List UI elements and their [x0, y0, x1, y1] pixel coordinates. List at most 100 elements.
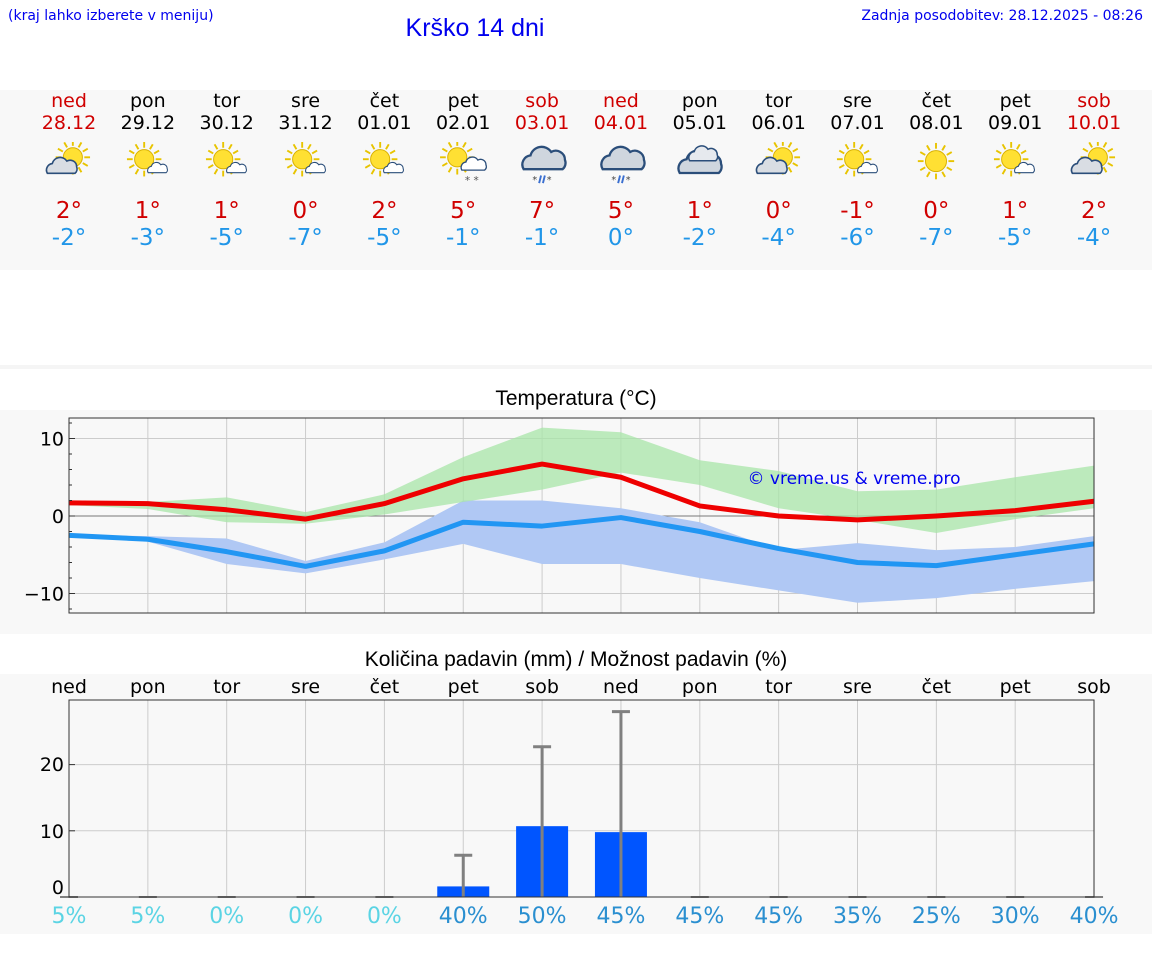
max-temp-line — [68, 461, 1095, 523]
day-column: pon 29.12 1° -3° — [108, 90, 188, 252]
temp-min: -4° — [1076, 225, 1112, 251]
plot-area — [69, 700, 1094, 897]
day-name: pon — [681, 90, 718, 112]
y-tick-label: 0 — [52, 877, 64, 899]
day-column: sob 03.01 * * 7° -1° — [502, 90, 582, 252]
precip-probability: 0% — [209, 904, 245, 929]
temperature-chart-title: Temperatura (°C) — [495, 387, 657, 410]
temp-max: -1° — [840, 198, 875, 224]
day-date: 31.12 — [278, 112, 333, 134]
temp-max: 2° — [1080, 198, 1108, 224]
day-column: pet 02.01 * * 5° -1° — [423, 90, 503, 252]
day-date: 05.01 — [672, 112, 727, 134]
day-name: čet — [921, 90, 952, 112]
day-name: čet — [369, 90, 400, 112]
day-name: tor — [213, 90, 241, 112]
temp-min: -3° — [130, 225, 166, 251]
y-tick-label: 10 — [40, 821, 64, 843]
day-column: ned 28.12 2° -2° — [29, 90, 109, 252]
day-name: pet — [447, 90, 479, 112]
temp-min: -4° — [761, 225, 796, 251]
partly-cloudy-sun-icon — [755, 142, 800, 175]
precip-probability: 0% — [288, 904, 323, 929]
daily-forecast-panel: ned 28.12 2° -2° pon 29.12 1° -3° tor 30.12 1° -5° s… — [0, 90, 1152, 270]
precip-probability: 25% — [911, 904, 961, 929]
day-column: sre 31.12 0° -7° — [266, 90, 346, 252]
partly-cloudy-sun-icon — [45, 142, 91, 175]
y-tick-label: 0 — [52, 506, 64, 528]
menu-hint[interactable]: (kraj lahko izberete v meniju) — [8, 8, 214, 24]
x-category-label: tor — [765, 676, 792, 698]
temp-max: 5° — [607, 198, 634, 224]
day-name: ned — [603, 90, 639, 112]
precip-probability: 45% — [754, 904, 804, 929]
temp-min: -5° — [997, 225, 1033, 251]
min-range-band — [69, 500, 1095, 603]
day-name: ned — [51, 90, 87, 112]
overcast-icon — [677, 145, 723, 175]
day-column: čet 08.01 0° -7° — [896, 90, 976, 252]
sun-small-cloud-icon — [363, 142, 405, 177]
temp-max: 1° — [134, 198, 161, 224]
x-category-label: tor — [213, 676, 240, 698]
sun-small-cloud-icon — [994, 142, 1036, 177]
temp-max: 1° — [213, 198, 240, 224]
temp-max: 1° — [1002, 198, 1029, 224]
day-date: 02.01 — [436, 112, 491, 134]
temp-min: -2° — [51, 225, 87, 251]
x-category-label: pet — [448, 676, 479, 698]
sun-small-cloud-icon — [126, 142, 168, 177]
temp-min: 0° — [607, 225, 634, 251]
day-date: 06.01 — [751, 112, 806, 134]
y-tick-label: 20 — [40, 754, 64, 776]
precip-probability: 5% — [130, 904, 166, 929]
day-column: pet 09.01 1° -5° — [975, 90, 1055, 252]
svg-text:*: * — [611, 175, 616, 186]
day-date: 28.12 — [41, 112, 97, 134]
cloud-sleet-icon: * * — [521, 145, 567, 186]
x-category-label: sob — [1077, 676, 1111, 698]
svg-text:*: * — [626, 175, 631, 186]
x-category-label: pet — [1000, 676, 1031, 698]
min-temp-line — [68, 515, 1095, 569]
y-tick-label: −10 — [24, 584, 64, 606]
cloud-sleet-icon: * * — [600, 145, 646, 186]
day-date: 07.01 — [830, 112, 885, 134]
x-category-label: sre — [291, 676, 320, 698]
day-column: sob 10.01 2° -4° — [1054, 90, 1134, 252]
day-column: sre 07.01 -1° -6° — [818, 90, 898, 252]
day-date: 04.01 — [593, 112, 649, 134]
temp-max: 7° — [529, 198, 556, 224]
day-date: 30.12 — [199, 112, 254, 134]
sun-small-cloud-icon — [836, 142, 878, 177]
temp-min: -7° — [288, 225, 323, 251]
precip-probability: 35% — [833, 904, 882, 929]
day-name: sre — [843, 90, 872, 112]
x-category-label: ned — [603, 676, 639, 698]
precip-probability: 45% — [675, 904, 725, 929]
temp-min: -2° — [682, 225, 718, 251]
temp-max: 1° — [686, 198, 713, 224]
day-name: pet — [999, 90, 1031, 112]
sun-icon — [918, 142, 955, 180]
svg-text:*: * — [547, 175, 552, 186]
temp-max: 0° — [292, 198, 319, 224]
divider — [0, 365, 1152, 369]
temp-max: 0° — [765, 198, 792, 224]
sun-small-cloud-icon — [284, 142, 326, 177]
sun-small-cloud-icon — [205, 142, 247, 177]
precip-probability: 40% — [438, 904, 488, 929]
y-tick-label: 10 — [40, 429, 64, 451]
day-column: pon 05.01 1° -2° — [660, 90, 740, 252]
partly-cloudy-sun-icon — [1070, 142, 1116, 175]
day-date: 08.01 — [909, 112, 964, 134]
x-category-label: sob — [525, 676, 559, 698]
temp-min: -5° — [209, 225, 244, 251]
day-name: sob — [525, 90, 559, 112]
day-date: 09.01 — [987, 112, 1043, 134]
max-range-band — [69, 427, 1095, 534]
plot-frame — [68, 699, 1095, 898]
temp-max: 2° — [55, 198, 83, 224]
precip-probability: 5% — [51, 904, 87, 929]
